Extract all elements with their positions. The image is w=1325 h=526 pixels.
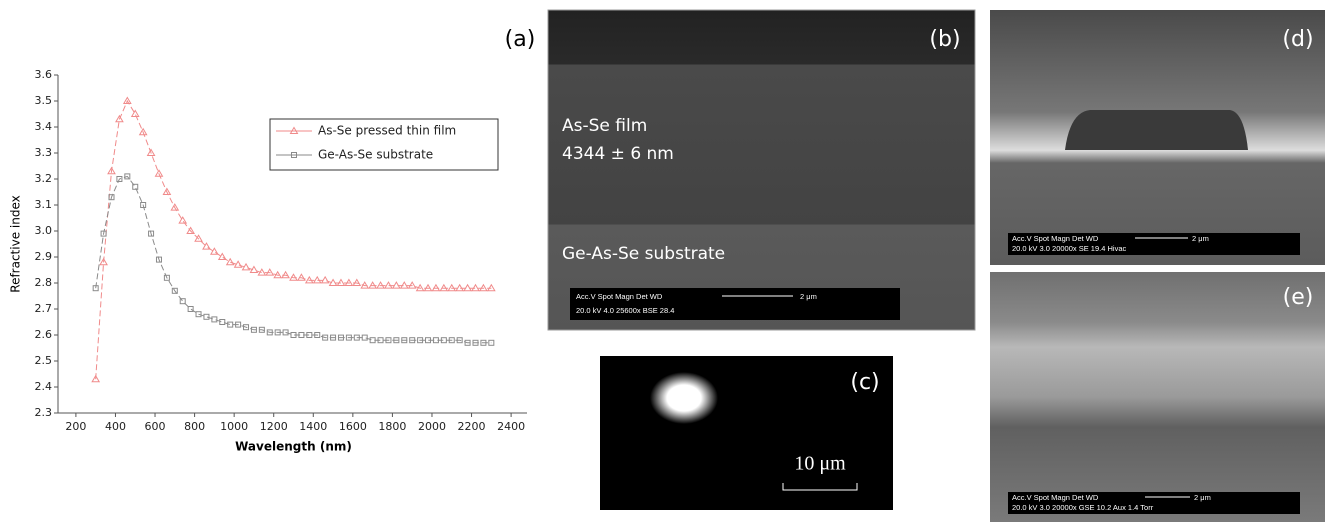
y-tick-label: 3.0	[35, 224, 53, 237]
point	[179, 217, 186, 223]
thickness-label: 4344 ± 6 nm	[562, 144, 674, 164]
scale-label: 2 μm	[1194, 493, 1211, 502]
info-bottom: 20.0 kV 4.0 25600x BSE 28.4	[576, 306, 674, 315]
x-tick-label: 400	[105, 420, 126, 433]
y-tick-label: 3.4	[35, 120, 53, 133]
y-tick-label: 2.7	[35, 302, 53, 315]
panel-label: (c)	[850, 370, 879, 395]
legend-label: Ge-As-Se substrate	[318, 148, 433, 162]
info-bottom: 20.0 kV 3.0 20000x GSE 10.2 Aux 1.4 Torr	[1012, 503, 1154, 512]
scale-label: 2 μm	[800, 292, 817, 301]
y-tick-label: 2.8	[35, 276, 53, 289]
point	[212, 317, 217, 322]
x-tick-label: 2200	[458, 420, 486, 433]
point	[132, 111, 139, 117]
x-tick-label: 800	[184, 420, 205, 433]
y-tick-label: 2.4	[35, 380, 53, 393]
scale-label: 10 μm	[794, 453, 846, 475]
y-tick-label: 2.5	[35, 354, 53, 367]
image	[600, 356, 893, 510]
info-top: Acc.V Spot Magn Det WD	[1012, 234, 1099, 243]
point	[211, 248, 218, 254]
x-tick-label: 1000	[220, 420, 248, 433]
panel-d: (d) Acc.V Spot Magn Det WD 2 μm 20.0 kV …	[990, 10, 1325, 265]
y-tick-label: 3.5	[35, 94, 53, 107]
point	[204, 314, 209, 319]
figure: 2.3 2.4 2.5 2.6 2.7 2.8 2.9 3.0 3.1 3.2 3.3 3.4 3.5 3…	[0, 0, 1325, 522]
y-tick-label: 3.1	[35, 198, 53, 211]
point	[220, 320, 225, 325]
x-tick-label: 600	[145, 420, 166, 433]
y-tick-label: 2.6	[35, 328, 53, 341]
panel-c: (c) 10 μm	[600, 356, 893, 510]
y-axis-label: Refractive index	[9, 195, 23, 292]
point	[362, 335, 367, 340]
y-tick-label: 3.2	[35, 172, 53, 185]
series-line	[96, 176, 492, 342]
x-tick-label: 2400	[497, 420, 525, 433]
panel-label: (b)	[929, 27, 960, 52]
x-tick-label: 2000	[418, 420, 446, 433]
point	[227, 259, 234, 265]
x-axis-label: Wavelength (nm)	[235, 440, 352, 454]
x-tick-label: 1600	[339, 420, 367, 433]
x-tick-label: 1400	[299, 420, 327, 433]
point	[228, 322, 233, 327]
panel-label: (e)	[1283, 285, 1314, 310]
substrate-label: Ge-As-Se substrate	[562, 244, 725, 264]
y-tick-label: 3.3	[35, 146, 53, 159]
x-tick-label: 200	[65, 420, 86, 433]
y-tick-label: 2.3	[35, 406, 53, 419]
y-tick-label: 3.6	[35, 68, 53, 81]
point	[188, 307, 193, 312]
waveguide	[1065, 110, 1248, 150]
legend-label: As-Se pressed thin film	[318, 124, 456, 138]
x-tick-label: 1200	[260, 420, 288, 433]
x-tick-label: 1800	[378, 420, 406, 433]
info-top: Acc.V Spot Magn Det WD	[1012, 493, 1099, 502]
panel-label: (d)	[1282, 27, 1313, 52]
blob	[650, 372, 718, 424]
point	[219, 254, 226, 260]
sem-image	[548, 10, 975, 330]
y-tick-label: 2.9	[35, 250, 53, 263]
film-label: As-Se film	[562, 116, 647, 136]
sem-image	[990, 272, 1325, 522]
info-bottom: 20.0 kV 3.0 20000x SE 19.4 Hivac	[1012, 244, 1126, 253]
info-top: Acc.V Spot Magn Det WD	[576, 292, 663, 301]
scale-label: 2 μm	[1192, 234, 1209, 243]
chart: 2.3 2.4 2.5 2.6 2.7 2.8 2.9 3.0 3.1 3.2 3.3 3.4 3.5 3…	[9, 68, 528, 454]
panel-b: (b) As-Se film 4344 ± 6 nm Ge-As-Se subs…	[548, 10, 975, 330]
panel-label: (a)	[505, 27, 536, 52]
panel-e: (e) Acc.V Spot Magn Det WD 2 μm 20.0 kV …	[990, 272, 1325, 522]
